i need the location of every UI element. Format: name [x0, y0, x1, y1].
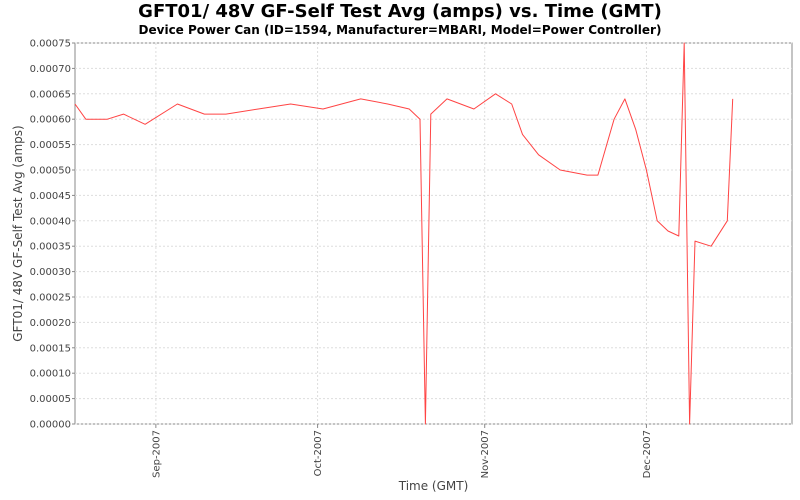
y-tick-label: 0.00035 [30, 242, 71, 253]
x-tick-label: Nov-2007 [480, 430, 491, 478]
series-layer [74, 42, 734, 425]
y-axis-ticks: 0.00000 0.00005 0.00010 0.00015 0.00020 0.000… [30, 39, 75, 431]
chart-subtitle: Device Power Can (ID=1594, Manufacturer=… [138, 23, 662, 37]
y-tick-label: 0.00055 [30, 140, 71, 151]
y-tick-label: 0.00060 [30, 115, 71, 126]
plot-area [74, 42, 793, 425]
y-tick-label: 0.00065 [30, 89, 71, 100]
x-axis-ticks: Sep-2007 Oct-2007 Nov-2007 Dec-2007 [151, 424, 653, 478]
y-tick-label: 0.00070 [30, 64, 71, 75]
y-tick-label: 0.00040 [30, 216, 71, 227]
y-axis-title: GFT01/ 48V GF-Self Test Avg (amps) [11, 125, 25, 341]
y-tick-label: 0.00010 [30, 369, 71, 380]
y-tick-label: 0.00050 [30, 166, 71, 177]
y-tick-label: 0.00000 [30, 420, 71, 431]
x-tick-label: Dec-2007 [642, 430, 653, 478]
y-tick-label: 0.00045 [30, 191, 71, 202]
y-tick-label: 0.00030 [30, 267, 71, 278]
chart-title: GFT01/ 48V GF-Self Test Avg (amps) vs. T… [138, 1, 662, 22]
series-line [74, 42, 734, 425]
y-tick-label: 0.00075 [30, 39, 71, 50]
x-tick-label: Sep-2007 [151, 430, 162, 478]
y-tick-label: 0.00005 [30, 394, 71, 405]
y-tick-label: 0.00015 [30, 343, 71, 354]
grid-lines [75, 42, 792, 425]
y-tick-label: 0.00020 [30, 318, 71, 329]
y-tick-label: 0.00025 [30, 293, 71, 304]
x-tick-label: Oct-2007 [313, 430, 324, 476]
x-axis-title: Time (GMT) [398, 479, 469, 493]
